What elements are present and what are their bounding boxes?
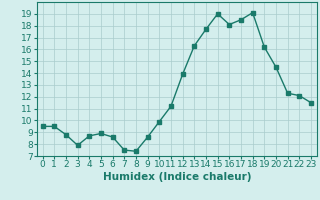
X-axis label: Humidex (Indice chaleur): Humidex (Indice chaleur) bbox=[102, 172, 251, 182]
